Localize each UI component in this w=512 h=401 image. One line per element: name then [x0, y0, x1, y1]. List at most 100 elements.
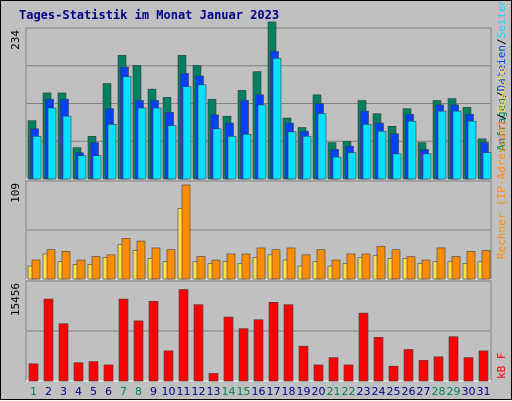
day-label-31: 31: [477, 385, 491, 398]
bar-rechner-day-20: [316, 249, 326, 280]
bar-kb-f-day-29: [448, 336, 459, 382]
bar-seiten-day-2: [47, 107, 57, 180]
bar-kb-f-day-12: [193, 304, 204, 382]
bar-kb-f-day-20: [313, 364, 324, 382]
bar-seiten-day-17: [272, 58, 282, 180]
legend-middle-panel: Rechner (IP-Adressen)/Besuche: [495, 67, 508, 259]
bar-seiten-day-23: [362, 124, 372, 180]
bar-rechner-day-1: [31, 259, 41, 280]
bar-rechner-day-4: [76, 259, 86, 280]
bar-seiten-day-5: [92, 155, 102, 180]
bar-seiten-day-19: [302, 135, 312, 180]
bar-rechner-day-26: [406, 256, 416, 280]
bar-rechner-day-6: [106, 254, 116, 280]
day-label-3: 3: [60, 385, 67, 398]
bar-kb-f-day-18: [283, 304, 294, 382]
day-label-29: 29: [447, 385, 461, 398]
day-label-10: 10: [162, 385, 176, 398]
bar-seiten-day-14: [227, 135, 237, 180]
bar-kb-f-day-3: [58, 323, 69, 382]
legend-bottom-panel: kB F: [495, 353, 508, 380]
bar-kb-f-day-21: [328, 357, 339, 382]
bar-seiten-day-13: [212, 128, 222, 180]
bar-kb-f-day-1: [28, 363, 39, 382]
bar-rechner-day-8: [136, 240, 146, 280]
day-label-15: 15: [237, 385, 251, 398]
day-label-21: 21: [327, 385, 341, 398]
bar-kb-f-day-8: [133, 320, 144, 382]
bar-rechner-day-17: [271, 249, 281, 280]
bar-rechner-day-2: [46, 249, 56, 280]
bar-rechner-day-31: [481, 250, 491, 280]
bar-rechner-day-14: [226, 253, 236, 280]
day-label-11: 11: [177, 385, 191, 398]
bar-kb-f-day-7: [118, 298, 129, 382]
bar-kb-f-day-10: [163, 350, 174, 382]
bar-rechner-day-28: [436, 247, 446, 280]
chart-title: Tages-Statistik im Monat Januar 2023: [19, 8, 279, 22]
day-label-23: 23: [357, 385, 371, 398]
day-label-26: 26: [402, 385, 416, 398]
bar-kb-f-day-16: [253, 319, 264, 382]
day-label-30: 30: [462, 385, 476, 398]
bar-seiten-day-28: [437, 110, 447, 180]
legend-separator: /: [495, 38, 508, 45]
bar-seiten-day-1: [32, 135, 42, 180]
bar-kb-f-day-25: [388, 365, 399, 382]
day-label-22: 22: [342, 385, 356, 398]
bar-kb-f-day-4: [73, 362, 84, 382]
bar-rechner-day-18: [286, 247, 296, 280]
bar-seiten-day-7: [122, 76, 132, 180]
day-label-12: 12: [192, 385, 206, 398]
legend-dateien: Dateien: [495, 45, 508, 91]
bar-rechner-day-13: [211, 259, 221, 280]
bar-kb-f-day-27: [418, 360, 429, 382]
bar-kb-f-day-14: [223, 316, 234, 382]
bar-rechner-day-29: [451, 256, 461, 280]
bar-kb-f-day-13: [208, 373, 219, 382]
bar-seiten-day-8: [137, 107, 147, 180]
bar-rechner-day-12: [196, 256, 206, 280]
bar-kb-f-day-28: [433, 356, 444, 382]
panel-3-ymax-label: 15456: [9, 283, 22, 316]
legend-seiten: Seiten: [495, 1, 508, 38]
day-label-20: 20: [312, 385, 326, 398]
bar-kb-f-day-17: [268, 302, 279, 382]
bar-seiten-day-18: [287, 131, 297, 180]
day-label-6: 6: [105, 385, 112, 398]
bar-seiten-day-22: [347, 152, 357, 180]
bar-rechner-day-16: [256, 247, 266, 280]
day-label-17: 17: [267, 385, 281, 398]
day-label-8: 8: [135, 385, 142, 398]
legend-separator: /: [495, 113, 508, 120]
bar-kb-f-day-26: [403, 349, 414, 382]
bar-rechner-day-21: [331, 259, 341, 280]
bar-seiten-day-31: [482, 152, 492, 180]
bar-kb-f-day-30: [463, 357, 474, 382]
bar-kb-f-day-23: [358, 312, 369, 382]
bar-seiten-day-26: [407, 120, 417, 180]
bar-seiten-day-24: [377, 130, 387, 180]
day-label-9: 9: [150, 385, 157, 398]
bar-kb-f-day-11: [178, 289, 189, 382]
bar-rechner-day-27: [421, 259, 431, 280]
bar-rechner-day-7: [121, 238, 131, 280]
day-label-13: 13: [207, 385, 221, 398]
day-label-24: 24: [372, 385, 386, 398]
bar-seiten-day-16: [257, 104, 267, 180]
bar-kb-f-day-22: [343, 364, 354, 382]
day-label-18: 18: [282, 385, 296, 398]
day-label-5: 5: [90, 385, 97, 398]
bar-rechner-day-5: [91, 256, 101, 280]
bar-kb-f-day-6: [103, 364, 114, 382]
bar-seiten-day-9: [152, 107, 162, 180]
bar-seiten-day-6: [107, 124, 117, 180]
day-label-28: 28: [432, 385, 446, 398]
day-label-16: 16: [252, 385, 266, 398]
bar-rechner-day-11: [181, 184, 191, 280]
day-label-27: 27: [417, 385, 431, 398]
legend-besuche: Besuche: [495, 67, 508, 113]
panel-1-ymax-label: 234: [9, 30, 22, 50]
day-label-1: 1: [30, 385, 37, 398]
